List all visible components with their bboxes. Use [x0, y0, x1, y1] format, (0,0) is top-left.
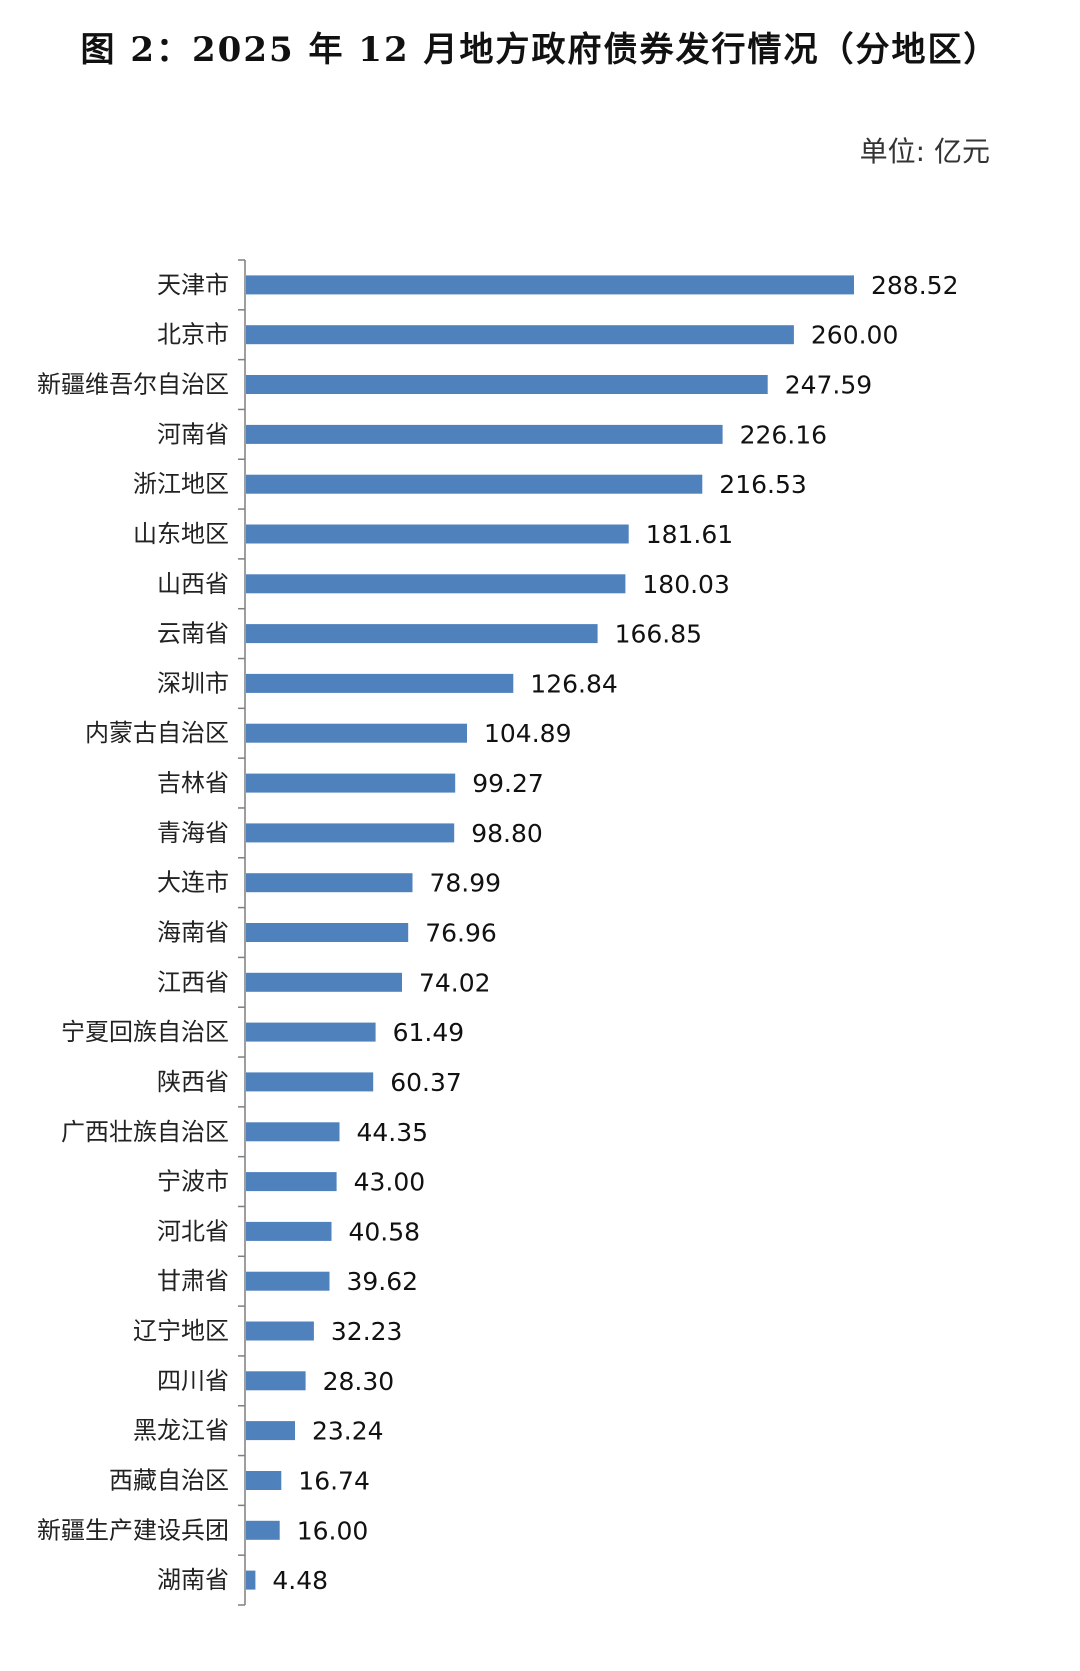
bar — [246, 1122, 340, 1142]
bar — [246, 424, 723, 444]
category-label: 宁波市 — [157, 1168, 229, 1196]
unit-label: 单位: 亿元 — [859, 135, 990, 168]
data-label: 99.27 — [472, 769, 544, 798]
bar — [246, 673, 514, 693]
category-label: 天津市 — [157, 271, 229, 299]
bar — [246, 972, 402, 992]
bar — [246, 1022, 376, 1042]
bar — [246, 524, 629, 544]
data-label: 260.00 — [811, 321, 898, 350]
category-label: 宁夏回族自治区 — [61, 1018, 229, 1046]
data-label: 40.58 — [349, 1217, 421, 1246]
category-label: 湖南省 — [157, 1566, 229, 1594]
category-label: 北京市 — [157, 321, 229, 349]
category-label: 四川省 — [157, 1367, 229, 1395]
bar — [246, 873, 413, 893]
bar — [246, 275, 854, 295]
data-label: 181.61 — [646, 520, 733, 549]
category-label: 陕西省 — [157, 1068, 229, 1096]
category-label: 黑龙江省 — [133, 1417, 229, 1445]
bar — [246, 1321, 314, 1341]
bar — [246, 1172, 337, 1192]
category-label: 青海省 — [157, 819, 229, 847]
bar — [246, 325, 794, 345]
bar — [246, 923, 409, 942]
category-label: 海南省 — [157, 919, 229, 947]
category-label: 广西壮族自治区 — [61, 1118, 229, 1146]
data-label: 288.52 — [871, 271, 958, 300]
data-label: 39.62 — [347, 1267, 419, 1296]
data-label: 78.99 — [430, 869, 502, 898]
data-label: 76.96 — [425, 919, 497, 948]
data-label: 61.49 — [393, 1018, 465, 1047]
data-label: 74.02 — [419, 968, 491, 997]
category-label: 大连市 — [157, 869, 229, 897]
data-label: 247.59 — [785, 371, 872, 400]
category-label: 新疆生产建设兵团 — [37, 1516, 229, 1544]
category-label: 云南省 — [157, 620, 229, 648]
data-label: 16.00 — [297, 1516, 369, 1545]
bar — [246, 1072, 374, 1092]
bar — [246, 624, 598, 644]
category-label: 吉林省 — [157, 769, 229, 797]
category-label: 内蒙古自治区 — [85, 719, 229, 747]
category-label: 深圳市 — [157, 669, 229, 697]
data-label: 126.84 — [530, 669, 617, 698]
data-label: 104.89 — [484, 719, 571, 748]
bar — [246, 1371, 306, 1391]
bar — [246, 375, 768, 394]
category-label: 新疆维吾尔自治区 — [37, 371, 229, 399]
category-label: 山西省 — [157, 570, 229, 598]
bar — [246, 1421, 295, 1441]
data-label: 180.03 — [642, 570, 729, 599]
bar — [246, 1271, 330, 1291]
bar — [246, 1570, 256, 1590]
data-label: 16.74 — [298, 1467, 370, 1496]
category-label: 甘肃省 — [157, 1267, 229, 1295]
bar — [246, 1471, 282, 1490]
category-label: 西藏自治区 — [109, 1467, 229, 1495]
data-label: 60.37 — [390, 1068, 462, 1097]
data-label: 216.53 — [719, 470, 806, 499]
bar — [246, 574, 626, 594]
data-label: 44.35 — [357, 1118, 429, 1147]
data-label: 166.85 — [615, 620, 702, 649]
bar — [246, 823, 455, 843]
bar — [246, 1221, 332, 1241]
category-label: 江西省 — [157, 968, 229, 996]
bar — [246, 1520, 280, 1540]
data-label: 28.30 — [323, 1367, 395, 1396]
bar — [246, 723, 467, 743]
category-label: 辽宁地区 — [133, 1317, 229, 1345]
data-label: 43.00 — [354, 1168, 426, 1197]
category-label: 河南省 — [157, 420, 229, 448]
data-label: 98.80 — [471, 819, 543, 848]
chart-title: 图 2：2025 年 12 月地方政府债券发行情况（分地区） — [80, 30, 1000, 70]
bar — [246, 773, 456, 793]
bar — [246, 474, 703, 494]
category-label: 浙江地区 — [133, 470, 229, 498]
data-label: 32.23 — [331, 1317, 403, 1346]
data-label: 23.24 — [312, 1417, 384, 1446]
data-label: 4.48 — [272, 1566, 328, 1595]
category-label: 河北省 — [157, 1217, 229, 1245]
data-label: 226.16 — [740, 420, 827, 449]
category-label: 山东地区 — [133, 520, 229, 548]
